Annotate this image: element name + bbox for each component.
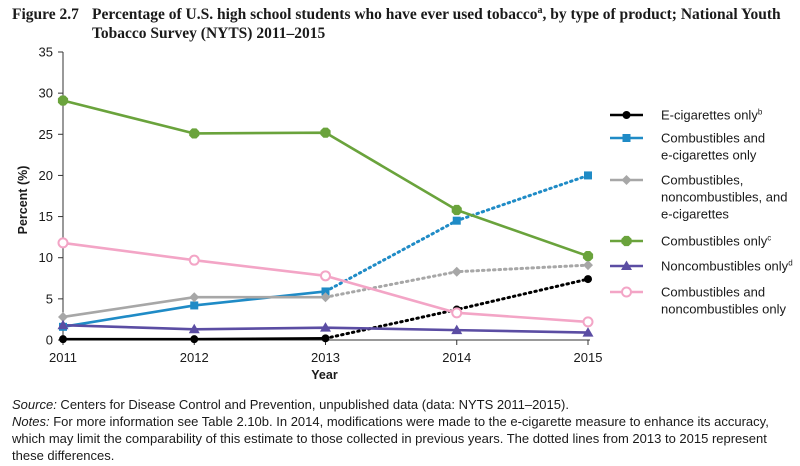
source-label: Source: (12, 397, 57, 412)
notes-label: Notes: (12, 414, 50, 429)
legend-label-combustibles-and-e-cigarettes-only: Combustibles and (661, 131, 765, 146)
data-point-noncombustibles-only (188, 323, 200, 334)
y-tick-label: 10 (39, 250, 53, 265)
y-tick-label: 30 (39, 86, 53, 101)
legend-marker-combustibles-and-e-cigarettes-only (622, 134, 631, 142)
series-line-combustibles-only (62, 99, 589, 258)
data-point-combustibles-only (582, 251, 594, 262)
x-tick-label: 2012 (180, 350, 209, 365)
legend-marker-combustibles-noncombustibles-and-e-cigarettes (621, 175, 632, 185)
data-point-combustibles-and-noncombustibles-only (451, 307, 463, 319)
legend-marker-e-cigarettes-only (622, 111, 631, 119)
data-point-combustibles-noncombustibles-and-e-cigarettes (189, 292, 200, 303)
data-point-combustibles-and-noncombustibles-only (188, 254, 200, 266)
data-point-e-cigarettes-only (584, 275, 592, 284)
data-point-e-cigarettes-only (190, 335, 199, 344)
legend-label-combustibles-and-noncombustibles-only: Combustibles and (661, 285, 765, 300)
x-tick-label: 2015 (574, 350, 603, 365)
data-point-combustibles-noncombustibles-and-e-cigarettes (58, 311, 68, 322)
figure-label: Figure 2.7 (12, 6, 79, 23)
data-point-combustibles-and-noncombustibles-only (582, 316, 594, 328)
legend-footnote-mark: d (788, 259, 792, 268)
data-point-e-cigarettes-only (59, 335, 67, 344)
data-point-combustibles-only (189, 128, 200, 139)
source-text: Centers for Disease Control and Preventi… (56, 397, 569, 412)
x-tick-label: 2014 (442, 350, 471, 365)
legend-label-combustibles-only: Combustibles onlyc (661, 234, 771, 249)
y-tick-label: 15 (39, 209, 53, 224)
figure-title-main: Percentage of U.S. high school students … (92, 6, 538, 23)
legend-footnote-mark: b (758, 108, 763, 117)
data-point-combustibles-and-e-cigarettes-only (190, 301, 199, 310)
series-line-combustibles-and-noncombustibles-only (62, 241, 589, 324)
notes-note: Notes: For more information see Table 2.… (12, 413, 792, 464)
legend-label-combustibles-and-noncombustibles-only: noncombustibles only (661, 302, 787, 317)
data-point-combustibles-and-e-cigarettes-only (321, 287, 330, 296)
legend-marker-noncombustibles-only (621, 260, 632, 270)
figure-title-rest: , by type of product; National Youth Tob… (92, 6, 781, 42)
legend-marker-combustibles-and-noncombustibles-only (621, 286, 632, 298)
data-point-combustibles-noncombustibles-and-e-cigarettes (583, 260, 593, 271)
legend-label-e-cigarettes-only: E-cigarettes onlyb (661, 108, 763, 123)
legend-label-noncombustibles-only: Noncombustibles onlyd (661, 259, 793, 274)
legend-label-combustibles-noncombustibles-and-e-cigarettes: noncombustibles, and (661, 190, 787, 205)
y-tick-label: 25 (39, 127, 53, 142)
data-point-combustibles-noncombustibles-and-e-cigarettes (320, 292, 331, 303)
data-point-noncombustibles-only (451, 324, 463, 335)
x-tick-label: 2011 (49, 350, 77, 365)
data-point-combustibles-and-noncombustibles-only (320, 270, 331, 282)
legend-label-combustibles-noncombustibles-and-e-cigarettes: Combustibles, (661, 173, 743, 188)
y-tick-label: 5 (46, 291, 53, 306)
legend-label-combustibles-noncombustibles-and-e-cigarettes: e-cigarettes (661, 207, 729, 222)
source-note: Source: Centers for Disease Control and … (12, 396, 792, 413)
legend-label-combustibles-and-e-cigarettes-only: e-cigarettes only (661, 148, 757, 163)
figure-notes: Source: Centers for Disease Control and … (12, 396, 792, 464)
figure-title: Percentage of U.S. high school students … (92, 5, 792, 43)
y-tick-label: 0 (46, 333, 53, 348)
x-tick-label: 2013 (311, 350, 340, 365)
legend-footnote-mark: c (767, 234, 771, 243)
data-point-combustibles-noncombustibles-and-e-cigarettes (451, 266, 462, 277)
figure-title-footnote-mark: a (537, 4, 543, 16)
data-point-combustibles-and-e-cigarettes-only (452, 216, 461, 225)
data-point-combustibles-only (57, 95, 69, 106)
y-tick-label: 20 (39, 168, 53, 183)
notes-text: For more information see Table 2.10b. In… (12, 414, 769, 463)
x-axis-title: Year (311, 368, 338, 382)
data-point-combustibles-only (451, 204, 462, 216)
data-point-combustibles-and-noncombustibles-only (57, 237, 69, 249)
y-tick-label: 35 (39, 45, 53, 60)
legend-marker-combustibles-only (621, 235, 632, 247)
data-point-noncombustibles-only (57, 319, 69, 330)
data-point-combustibles-and-e-cigarettes-only (584, 171, 592, 180)
data-point-combustibles-only (320, 127, 331, 138)
data-point-noncombustibles-only (582, 327, 594, 337)
y-axis-title: Percent (%) (16, 166, 30, 235)
data-point-noncombustibles-only (320, 322, 331, 332)
data-point-e-cigarettes-only (321, 334, 330, 343)
